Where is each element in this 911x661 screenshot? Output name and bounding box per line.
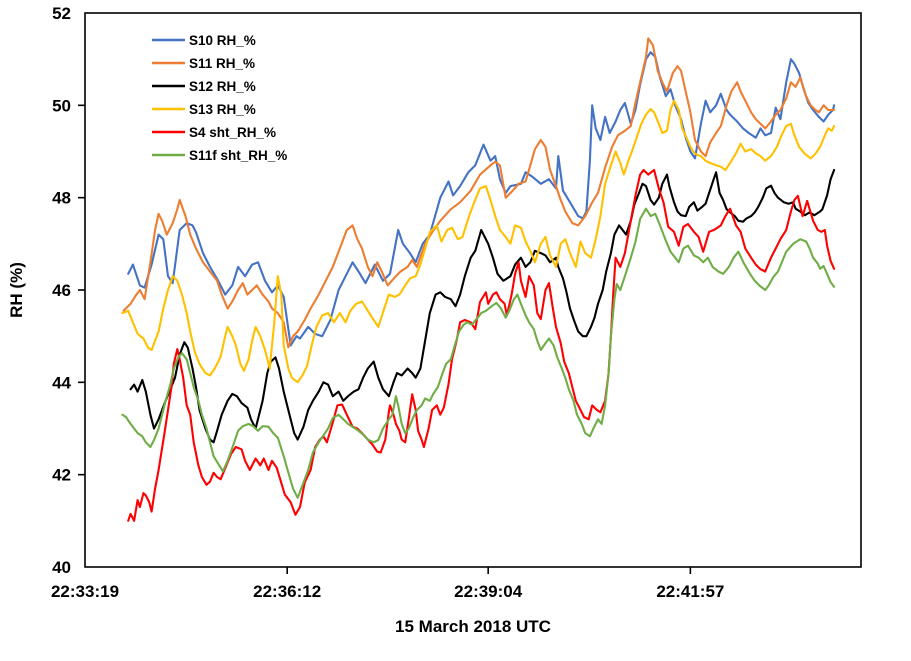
series-line-S10: [127, 51, 836, 347]
series-line-S11f: [121, 207, 836, 499]
y-tick-label: 40: [52, 558, 71, 577]
series-line-S12: [129, 168, 836, 444]
y-tick-label: 42: [52, 466, 71, 485]
legend-label-S13: S13 RH_%: [189, 102, 256, 117]
legend-label-S11f: S11f sht_RH_%: [189, 148, 287, 163]
legend-label-S4: S4 sht_RH_%: [189, 125, 276, 140]
y-tick-label: 44: [52, 373, 71, 392]
legend-label-S11: S11 RH_%: [189, 56, 255, 71]
y-tick-label: 50: [52, 96, 71, 115]
y-tick-label: 48: [52, 189, 71, 208]
x-axis-title: 15 March 2018 UTC: [395, 617, 551, 636]
y-tick-label: 52: [52, 4, 71, 23]
x-tick-label: 22:41:57: [656, 582, 724, 601]
x-tick-label: 22:36:12: [253, 582, 321, 601]
legend-label-S10: S10 RH_%: [189, 33, 256, 48]
series-line-S13: [121, 99, 836, 384]
x-tick-label: 22:39:04: [454, 582, 523, 601]
x-tick-label: 22:33:19: [51, 582, 119, 601]
y-tick-label: 46: [52, 281, 71, 300]
series-line-S11: [122, 37, 836, 349]
y-axis-title: RH (%): [7, 262, 26, 318]
legend-label-S12: S12 RH_%: [189, 79, 256, 94]
